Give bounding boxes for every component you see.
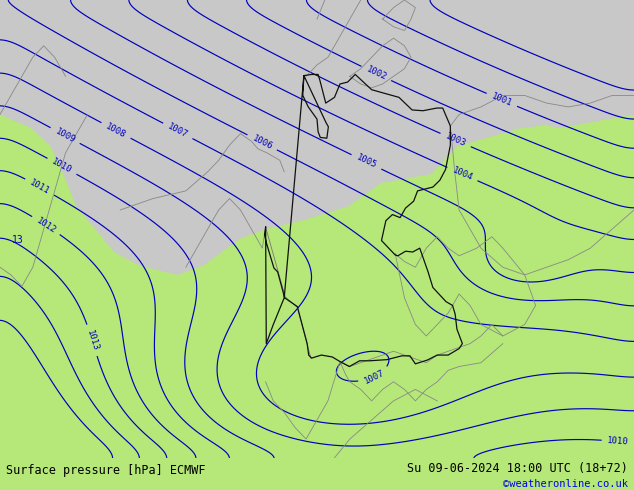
Text: 1009: 1009 <box>53 126 77 145</box>
Text: 1007: 1007 <box>166 122 190 140</box>
Text: 1002: 1002 <box>365 65 388 82</box>
Text: ©weatheronline.co.uk: ©weatheronline.co.uk <box>503 479 628 489</box>
Text: 1011: 1011 <box>28 178 51 196</box>
Text: 1005: 1005 <box>355 153 378 171</box>
Text: 13: 13 <box>11 235 23 245</box>
Text: 1013: 1013 <box>84 329 100 352</box>
Text: 1001: 1001 <box>490 92 514 108</box>
Polygon shape <box>456 0 634 128</box>
Text: 1010: 1010 <box>607 436 629 447</box>
Text: 1012: 1012 <box>35 216 58 235</box>
Text: 1003: 1003 <box>444 132 467 148</box>
Text: 1006: 1006 <box>250 133 274 151</box>
Text: 1004: 1004 <box>451 166 474 183</box>
Polygon shape <box>0 0 634 275</box>
Text: 1010: 1010 <box>50 157 74 175</box>
Text: 1007: 1007 <box>363 368 385 386</box>
Text: 1008: 1008 <box>105 122 127 140</box>
Text: Su 09-06-2024 18:00 UTC (18+72): Su 09-06-2024 18:00 UTC (18+72) <box>407 462 628 475</box>
Text: Surface pressure [hPa] ECMWF: Surface pressure [hPa] ECMWF <box>6 465 206 477</box>
